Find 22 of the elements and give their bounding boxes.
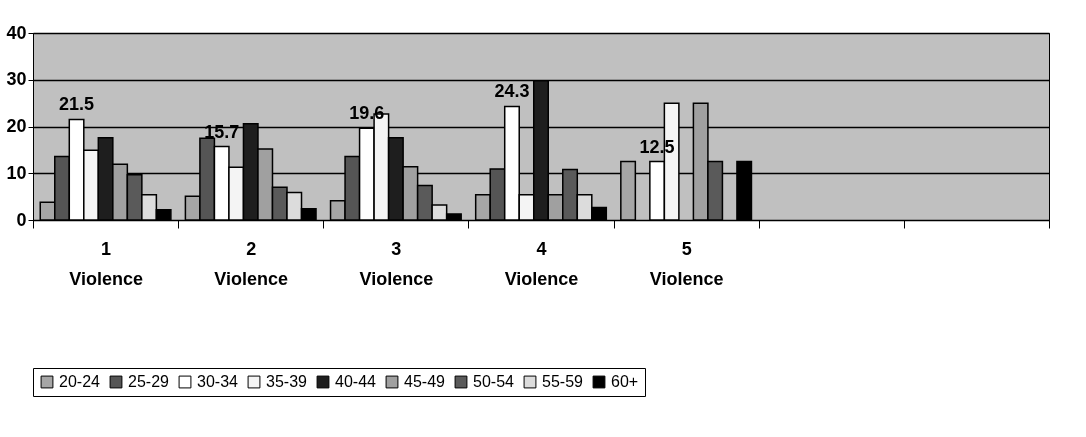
legend-label: 30-34 — [197, 373, 239, 390]
data-label: 19.6 — [349, 103, 385, 124]
y-tick-label: 0 — [16, 209, 27, 230]
legend-label: 45-49 — [404, 373, 446, 390]
x-tick-label: 1 Violence — [69, 238, 143, 289]
legend-label: 55-59 — [542, 373, 584, 390]
y-tick-label: 20 — [6, 116, 27, 136]
legend-label: 20-24 — [59, 373, 101, 390]
y-tick-label: 10 — [6, 162, 27, 183]
legend-label: 50-54 — [473, 373, 515, 390]
legend-label: 40-44 — [335, 373, 377, 390]
data-label: 24.3 — [494, 81, 530, 102]
y-tick-label: 40 — [6, 22, 27, 43]
data-label: 21.5 — [59, 94, 95, 115]
legend-label: 25-29 — [128, 373, 170, 390]
x-tick-label: 3 Violence — [359, 238, 434, 289]
x-tick-label: 4 Violence — [504, 238, 579, 289]
x-tick-label: 5 Violence — [649, 238, 724, 289]
legend-label: 60+ — [611, 373, 639, 390]
x-tick-label: 2 Violence — [214, 238, 289, 289]
y-tick-label: 30 — [6, 69, 27, 90]
legend-label: 35-39 — [266, 373, 308, 390]
